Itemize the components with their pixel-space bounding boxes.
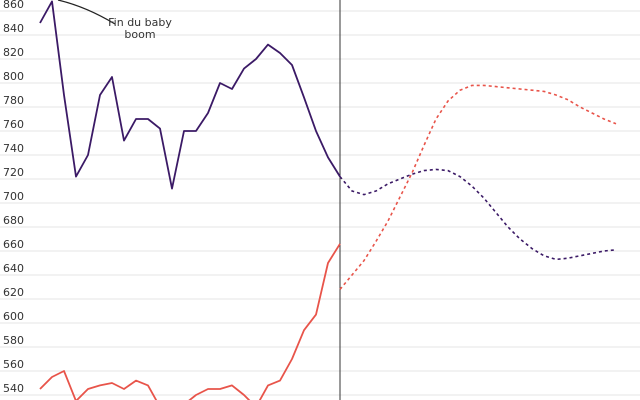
y-tick-label: 740: [3, 142, 24, 155]
annotation-arrow: [57, 0, 116, 25]
lines: [39, 0, 617, 400]
series-line: [39, 243, 341, 400]
y-tick-label: 660: [3, 238, 24, 251]
series-line: [339, 168, 617, 261]
series-line: [39, 0, 341, 190]
annotation: Fin du baby: [108, 16, 172, 29]
y-tick-label: 620: [3, 286, 24, 299]
y-tick-label: 760: [3, 118, 24, 131]
series-line: [339, 84, 617, 290]
y-tick-label: 580: [3, 334, 24, 347]
y-tick-label: 560: [3, 358, 24, 371]
y-tick-label: 680: [3, 214, 24, 227]
y-tick-label: 720: [3, 166, 24, 179]
y-tick-label: 640: [3, 262, 24, 275]
y-tick-label: 840: [3, 22, 24, 35]
y-tick-label: 700: [3, 190, 24, 203]
y-tick-label: 600: [3, 310, 24, 323]
y-tick-label: 820: [3, 46, 24, 59]
annotation: boom: [124, 28, 155, 41]
y-tick-label: 780: [3, 94, 24, 107]
y-tick-label: 540: [3, 382, 24, 395]
y-tick-label: 860: [3, 0, 24, 11]
y-tick-label: 800: [3, 70, 24, 83]
